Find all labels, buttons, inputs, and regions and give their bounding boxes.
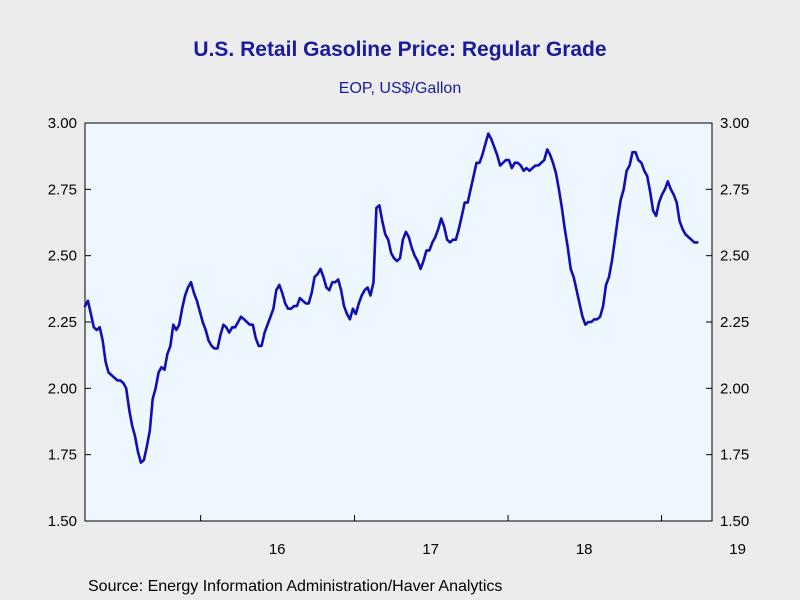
y-tick-label-right: 3.00: [720, 115, 749, 132]
y-tick-label-right: 2.50: [720, 248, 749, 265]
y-tick-label-left: 2.00: [48, 380, 77, 397]
y-tick-label-left: 1.50: [48, 513, 77, 530]
y-tick-label-right: 1.50: [720, 513, 749, 530]
plot-area: [84, 122, 713, 522]
y-tick-label-left: 3.00: [48, 115, 77, 132]
series-layer: [83, 132, 699, 464]
series-line: [83, 132, 699, 464]
y-tick-label-right: 1.75: [720, 447, 749, 464]
chart-title: U.S. Retail Gasoline Price: Regular Grad…: [193, 38, 607, 61]
x-tick-label: 18: [576, 541, 593, 558]
y-tick-label-left: 2.75: [48, 181, 77, 198]
axes: 1.50 1.50 1.75 1.75 2.00 2.00 2.25 2.25 2.50 2.50…: [48, 115, 749, 558]
chart-subtitle: EOP, US$/Gallon: [338, 80, 462, 97]
y-tick-label-right: 2.25: [720, 314, 749, 331]
x-tick-label: 17: [422, 541, 439, 558]
y-tick-label-right: 2.00: [720, 380, 749, 397]
y-tick-label-left: 1.75: [48, 447, 77, 464]
y-tick-label-left: 2.50: [48, 248, 77, 265]
x-tick-label: 19: [729, 541, 746, 558]
y-tick-label-left: 2.25: [48, 314, 77, 331]
source-note: Source: Energy Information Administratio…: [88, 578, 503, 595]
y-tick-label-right: 2.75: [720, 181, 749, 198]
x-tick-label: 16: [269, 541, 286, 558]
